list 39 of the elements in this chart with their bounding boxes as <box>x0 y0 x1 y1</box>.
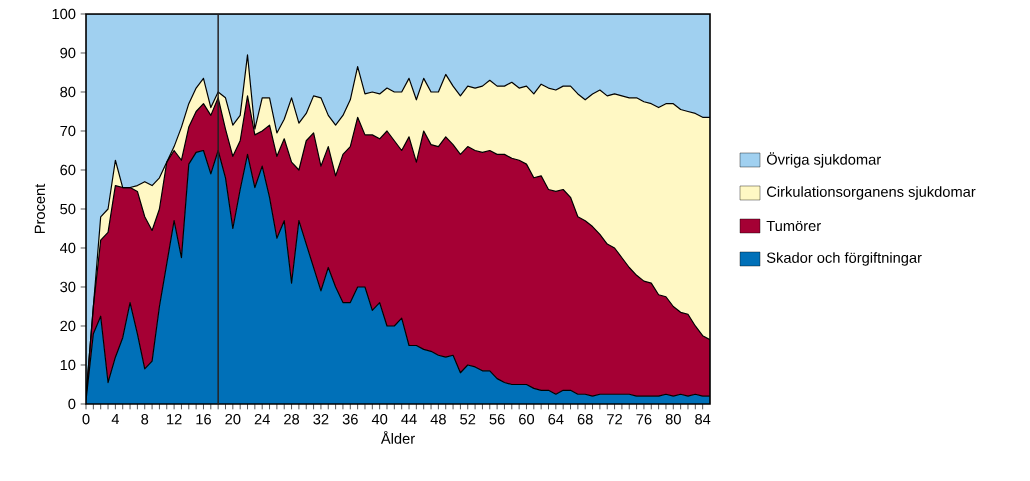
x-tick-label: 36 <box>342 414 358 425</box>
x-tick-label: 8 <box>141 414 149 425</box>
y-tick-label: 100 <box>52 8 76 20</box>
y-axis-title: Procent <box>34 183 46 234</box>
x-tick-label: 44 <box>401 414 417 425</box>
x-tick-label: 48 <box>430 414 446 425</box>
y-tick-label: 90 <box>60 47 76 59</box>
x-tick-label: 24 <box>254 414 270 425</box>
x-tick-label: 68 <box>577 414 593 425</box>
x-tick-label: 80 <box>665 414 681 425</box>
y-tick-label: 10 <box>60 359 76 371</box>
x-tick-label: 28 <box>284 414 300 425</box>
y-tick-label: 60 <box>60 164 76 176</box>
y-tick-label: 30 <box>60 281 76 293</box>
x-tick-label: 76 <box>636 414 652 425</box>
x-tick-label: 4 <box>111 414 120 425</box>
x-tick-label: 72 <box>607 414 622 425</box>
legend-label: Tumörer <box>766 220 821 232</box>
y-tick-label: 0 <box>68 398 76 410</box>
x-tick-label: 56 <box>489 414 505 425</box>
y-tick-label: 80 <box>60 86 76 98</box>
x-tick-label: 40 <box>371 414 388 425</box>
legend-label: Cirkulationsorganens sjukdomar <box>767 186 976 200</box>
y-tick-label: 50 <box>60 203 76 215</box>
legend-label: Övriga sjukdomar <box>766 152 881 168</box>
y-tick-label: 70 <box>60 125 76 137</box>
x-tick-label: 0 <box>82 414 90 425</box>
x-tick-label: 52 <box>460 414 476 425</box>
y-tick-label: 40 <box>59 242 76 254</box>
legend-label: Skador och förgiftningar <box>766 252 922 266</box>
x-tick-label: 64 <box>548 414 564 425</box>
x-axis-title: Ålder <box>380 430 415 444</box>
y-tick-label: 20 <box>60 320 76 332</box>
x-tick-label: 20 <box>225 414 241 425</box>
x-tick-label: 60 <box>519 414 535 425</box>
x-tick-label: 32 <box>313 414 329 425</box>
x-tick-label: 12 <box>167 414 182 425</box>
x-tick-label: 84 <box>695 414 711 425</box>
x-tick-label: 16 <box>196 414 211 425</box>
